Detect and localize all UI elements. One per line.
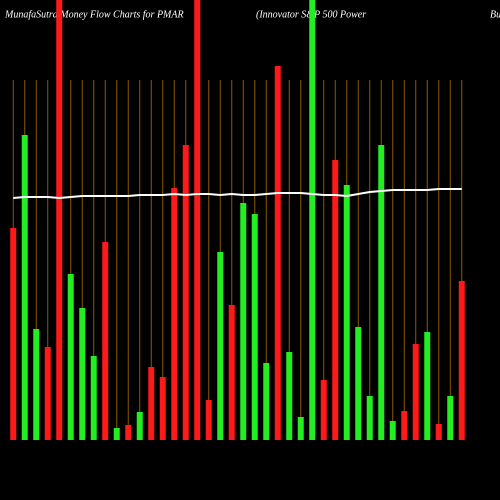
bar (286, 352, 293, 440)
bar (159, 377, 166, 440)
bar (228, 305, 235, 440)
bar (217, 252, 224, 440)
bar (136, 412, 143, 440)
bar (56, 0, 63, 440)
bar (274, 66, 281, 440)
bar (21, 135, 28, 440)
chart-subtitle-continued: Buf (490, 9, 500, 20)
bar (458, 281, 465, 440)
bar (251, 214, 258, 440)
bar (366, 396, 373, 440)
bar (297, 417, 304, 440)
bar (113, 428, 120, 440)
bar (90, 356, 97, 440)
bar (332, 160, 339, 440)
bar (424, 332, 431, 440)
bar (343, 185, 350, 440)
bar (355, 327, 362, 440)
bar (102, 242, 109, 440)
bar (10, 228, 17, 440)
bar (401, 411, 408, 440)
bar (33, 329, 40, 440)
chart-title: MunafaSutra Money Flow Charts for PMAR (4, 9, 184, 20)
bar (320, 380, 327, 440)
bar (435, 424, 442, 440)
moving-line (13, 188, 462, 200)
bar (205, 400, 212, 440)
bar (148, 367, 155, 440)
bar (389, 421, 396, 440)
bar (44, 347, 51, 440)
bar (125, 425, 132, 440)
bar (194, 0, 201, 440)
bar (67, 274, 74, 440)
bar (412, 344, 419, 440)
bar (378, 145, 385, 440)
bar (447, 396, 454, 440)
bar (240, 203, 247, 440)
bar (309, 0, 316, 440)
bar (79, 308, 86, 440)
bar (171, 188, 178, 440)
bar (263, 363, 270, 440)
bar (182, 145, 189, 440)
